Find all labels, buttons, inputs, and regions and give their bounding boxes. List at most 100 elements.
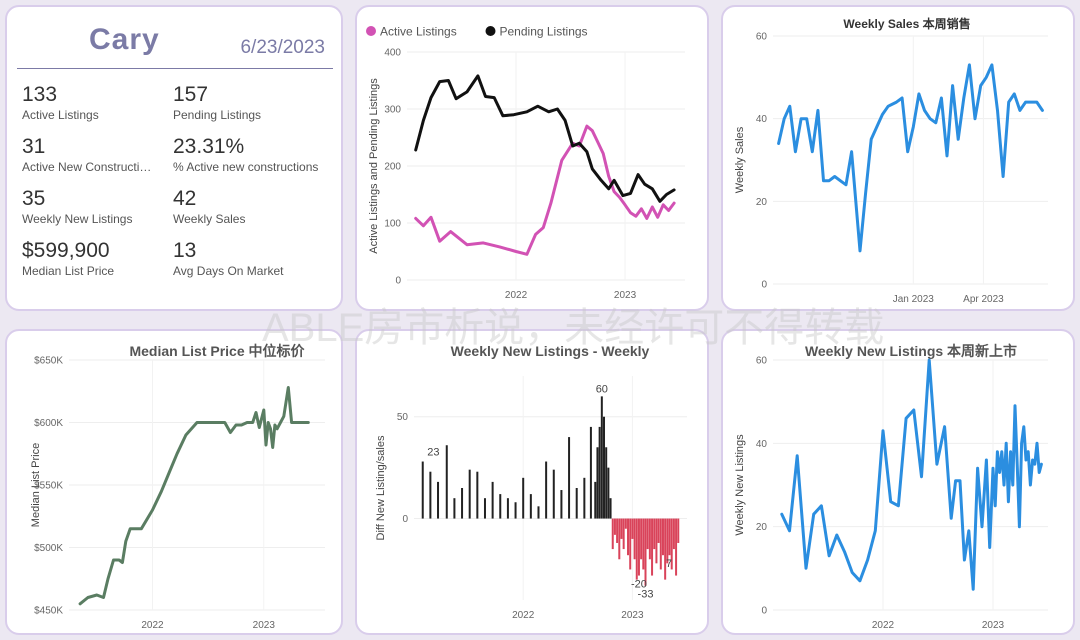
diff-bar <box>583 477 586 519</box>
y-tick-label: $650K <box>34 356 63 367</box>
diff-bar <box>646 518 649 550</box>
diff-bar <box>529 494 532 519</box>
diff-bar <box>624 518 627 529</box>
diff-bar <box>640 518 643 560</box>
diff-bar <box>648 518 651 560</box>
kpi-active-new-constructions: 31 Active New Constructions <box>22 135 182 175</box>
series-line <box>780 358 1043 591</box>
diff-bar <box>631 518 634 539</box>
data-label: 7 <box>666 558 672 570</box>
series-line <box>78 386 310 606</box>
diff-bar <box>627 518 630 556</box>
x-tick-label: Jan 2023 <box>893 294 935 305</box>
y-axis-title: Weekly Sales <box>734 126 746 193</box>
diff-bar <box>618 518 621 560</box>
y-tick-label: 20 <box>756 197 768 208</box>
legend-marker <box>366 26 376 36</box>
kpi-value: 31 <box>22 135 46 158</box>
x-tick-label: 2022 <box>505 290 528 301</box>
diff-bar <box>483 498 486 519</box>
kpi-label: % Active new constructions <box>173 160 319 174</box>
y-tick-label: 60 <box>756 356 768 367</box>
diff-bar <box>421 461 424 519</box>
kpi-active-listings: 133 Active Listings <box>22 83 182 123</box>
kpi-label: Pending Listings <box>173 108 262 122</box>
diff-bar <box>594 481 597 519</box>
diff-bar <box>659 518 662 570</box>
diff-bar <box>670 518 673 570</box>
diff-listings-chart-card: Weekly New Listings - Weekly Diff New Lis… <box>355 329 709 635</box>
city-title: Cary <box>89 23 160 56</box>
report-date: 6/23/2023 <box>240 37 325 58</box>
legend-entry: Active Listings <box>380 25 457 39</box>
diff-bar <box>607 467 610 519</box>
weekly-new-listings-chart-card: Weekly New Listings 本周新上市 Weekly New List… <box>721 329 1075 635</box>
kpi-label: Active New Constructions <box>22 160 154 174</box>
diff-bar <box>552 469 555 519</box>
weekly-new-listings-chart: Weekly New Listings 本周新上市 Weekly New List… <box>734 343 1048 631</box>
diff-bar <box>568 437 571 519</box>
diff-bar <box>629 518 632 570</box>
y-tick-label: 0 <box>761 606 767 617</box>
diff-bar <box>522 477 525 519</box>
y-axis-title: Active Listings and Pending Listings <box>368 78 380 254</box>
y-tick-label: 200 <box>384 162 401 173</box>
diff-bar <box>651 518 654 576</box>
data-label: -20 <box>631 579 647 591</box>
chart-title: Weekly Sales 本周销售 <box>843 16 970 31</box>
diff-bar <box>613 518 616 535</box>
diff-bar <box>596 447 599 519</box>
x-tick-label: 2022 <box>141 620 164 631</box>
kpi-pending-listings: 157 Pending Listings <box>173 83 333 123</box>
y-tick-label: $450K <box>34 606 63 617</box>
kpi-card: Cary 6/23/2023 133 Active Listings 157 P… <box>5 5 343 311</box>
chart-title: Median List Price 中位标价 <box>129 343 305 359</box>
chart-title: Weekly New Listings 本周新上市 <box>805 343 1017 359</box>
legend-marker <box>485 26 496 36</box>
diff-bar <box>545 461 548 519</box>
y-tick-label: $550K <box>34 481 63 492</box>
diff-bar <box>620 518 623 539</box>
diff-bar <box>616 518 619 543</box>
diff-bar <box>560 490 563 519</box>
y-tick-label: 40 <box>756 114 768 125</box>
x-tick-label: 2022 <box>512 610 535 621</box>
diff-bar <box>675 518 678 576</box>
x-tick-label: 2023 <box>253 620 276 631</box>
diff-bar <box>635 518 638 580</box>
data-label: 23 <box>427 447 439 459</box>
kpi-label: Median List Price <box>22 264 115 278</box>
data-label: -33 <box>638 589 654 601</box>
kpi-avg-days-on-market: 13 Avg Days On Market <box>173 239 333 279</box>
diff-bar <box>657 518 660 543</box>
kpi-value: 133 <box>22 83 58 106</box>
diff-bar <box>622 518 625 550</box>
kpi-label: Avg Days On Market <box>173 264 284 278</box>
listings-chart: Active Listings and Pending Listings 0 100… <box>366 25 685 301</box>
weekly-sales-chart: Weekly Sales 本周销售 Weekly Sales 0 20 40 60 Jan … <box>734 16 1048 305</box>
diff-bar <box>491 481 494 519</box>
diff-bar <box>468 469 471 519</box>
diff-bar <box>611 518 614 550</box>
diff-bar <box>609 498 612 519</box>
y-axis-title: Weekly New Listings <box>734 434 746 536</box>
kpi-header: Cary 6/23/2023 <box>17 19 333 69</box>
kpi-value: $599,900 <box>22 239 110 262</box>
diff-bar <box>461 488 464 519</box>
chart-title: Weekly New Listings - Weekly <box>451 343 650 359</box>
diff-bar <box>655 518 658 564</box>
kpi-label: Active Listings <box>22 108 99 122</box>
y-tick-label: 100 <box>384 219 401 230</box>
diff-bar <box>499 494 502 519</box>
x-tick-label: 2023 <box>982 620 1005 631</box>
y-tick-label: $500K <box>34 543 63 554</box>
diff-bar <box>453 498 456 519</box>
x-tick-label: 2023 <box>621 610 644 621</box>
diff-bar <box>598 426 601 519</box>
diff-bar <box>589 426 592 519</box>
diff-bar <box>476 471 479 519</box>
diff-bar <box>664 518 667 580</box>
diff-bar <box>537 506 540 519</box>
median-price-chart-card: Median List Price 中位标价 Median List Price $… <box>5 329 343 635</box>
